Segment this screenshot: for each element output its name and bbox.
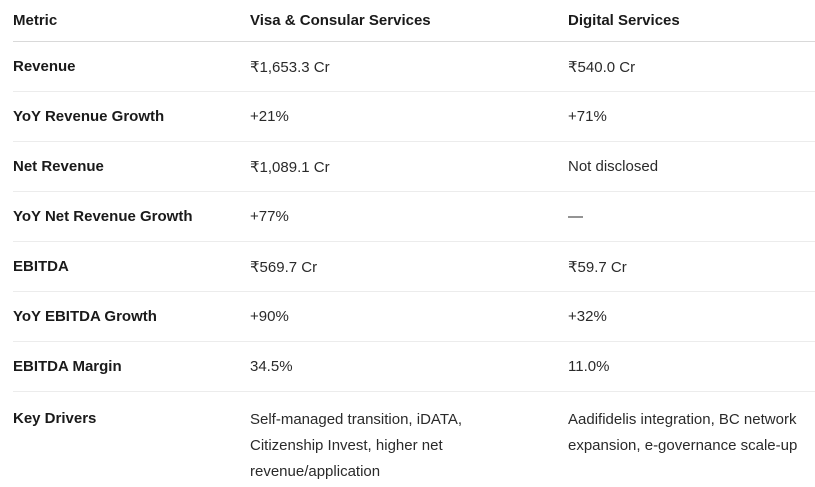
digital-value-cell: +71% <box>568 91 815 142</box>
digital-value-cell: Not disclosed <box>568 141 815 192</box>
metric-cell: EBITDA <box>13 241 250 292</box>
visa-value-cell: +90% <box>250 291 568 342</box>
table-row: Key Drivers Self-managed transition, iDA… <box>13 392 815 486</box>
visa-value-cell: +21% <box>250 91 568 142</box>
visa-value-cell: ₹1,653.3 Cr <box>250 41 568 92</box>
metric-cell: YoY Net Revenue Growth <box>13 191 250 242</box>
digital-value-cell: Aadifidelis integration, BC network expa… <box>568 392 815 486</box>
key-drivers-digital-text: Aadifidelis integration, BC network expa… <box>568 411 798 454</box>
digital-value-cell: ₹59.7 Cr <box>568 241 815 292</box>
visa-value-cell: Self-managed transition, iDATA, Citizens… <box>250 392 568 486</box>
metric-cell: EBITDA Margin <box>13 341 250 392</box>
visa-value-cell: +77% <box>250 191 568 242</box>
digital-value-cell: +32% <box>568 291 815 342</box>
metric-cell: YoY EBITDA Growth <box>13 291 250 342</box>
segment-comparison-table: Metric Visa & Consular Services Digital … <box>13 0 815 485</box>
table-header-row: Metric Visa & Consular Services Digital … <box>13 0 815 42</box>
table-row: EBITDA ₹569.7 Cr ₹59.7 Cr <box>13 241 815 292</box>
table-row: Net Revenue ₹1,089.1 Cr Not disclosed <box>13 141 815 192</box>
table-row: YoY Net Revenue Growth +77% — <box>13 191 815 242</box>
header-visa-consular-services: Visa & Consular Services <box>250 0 568 42</box>
key-drivers-visa-text: Self-managed transition, iDATA, Citizens… <box>250 411 463 480</box>
metric-cell: Key Drivers <box>13 410 97 427</box>
visa-value-cell: 34.5% <box>250 341 568 392</box>
digital-value-cell: ₹540.0 Cr <box>568 41 815 92</box>
table-row: Revenue ₹1,653.3 Cr ₹540.0 Cr <box>13 41 815 92</box>
visa-value-cell: ₹1,089.1 Cr <box>250 141 568 192</box>
header-digital-services: Digital Services <box>568 0 815 42</box>
digital-value-cell: — <box>568 191 815 242</box>
table-row: EBITDA Margin 34.5% 11.0% <box>13 341 815 392</box>
table-row: YoY EBITDA Growth +90% +32% <box>13 291 815 342</box>
metric-cell: Net Revenue <box>13 141 250 192</box>
metric-cell: Revenue <box>13 41 250 92</box>
digital-value-cell: 11.0% <box>568 341 815 392</box>
visa-value-cell: ₹569.7 Cr <box>250 241 568 292</box>
metric-cell: YoY Revenue Growth <box>13 91 250 142</box>
table-row: YoY Revenue Growth +21% +71% <box>13 91 815 142</box>
header-metric: Metric <box>13 0 250 42</box>
